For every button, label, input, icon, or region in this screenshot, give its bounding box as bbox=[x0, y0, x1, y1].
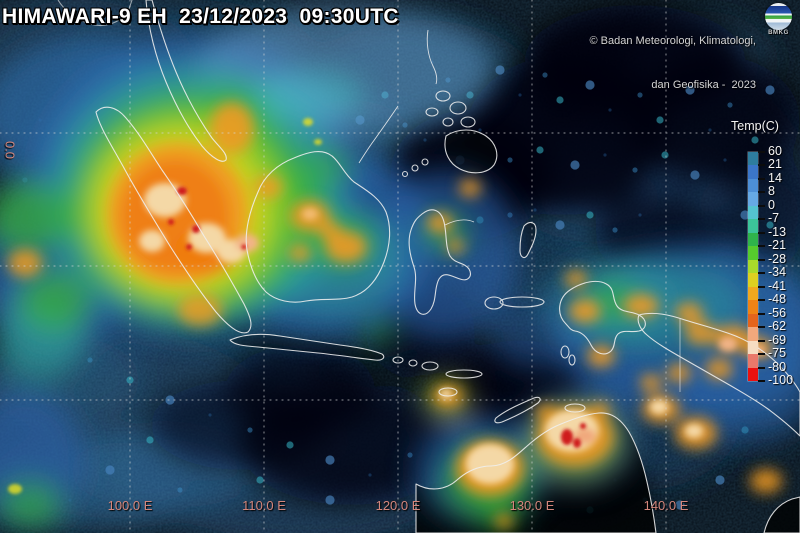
legend-tick bbox=[758, 272, 765, 275]
legend-color-segment bbox=[748, 300, 758, 314]
longitude-label: 130.0 E bbox=[509, 498, 555, 513]
legend-color-segment bbox=[748, 232, 758, 247]
legend-tick bbox=[758, 366, 765, 369]
legend-tick-label: -48 bbox=[768, 292, 787, 307]
legend-tick-label: -7 bbox=[768, 211, 780, 226]
legend-tick-label: -34 bbox=[768, 265, 787, 280]
legend-tick-label: -62 bbox=[768, 319, 787, 334]
legend-color-segment bbox=[748, 219, 758, 233]
legend-tick-label: -28 bbox=[768, 251, 787, 266]
legend-color-segment bbox=[748, 152, 758, 166]
longitude-label: 110.0 E bbox=[242, 498, 286, 513]
legend-tick bbox=[758, 312, 765, 315]
legend-tick-label: -41 bbox=[768, 278, 787, 293]
legend-color-segment bbox=[748, 354, 758, 368]
longitude-label: 120.0 E bbox=[375, 498, 421, 513]
legend-color-segment bbox=[748, 313, 758, 328]
legend-tick-label: -13 bbox=[768, 224, 787, 239]
legend-color-segment bbox=[748, 367, 758, 381]
legend-color-segment bbox=[748, 205, 758, 220]
legend-tick-label: 21 bbox=[768, 157, 782, 172]
legend-tick-label: -75 bbox=[768, 346, 787, 361]
bmkg-logo-label: BMKG bbox=[768, 30, 789, 36]
legend-tick bbox=[758, 353, 765, 356]
image-title: HIMAWARI-9 EH 23/12/2023 09:30UTC bbox=[2, 5, 399, 28]
legend-tick bbox=[758, 339, 765, 342]
legend-tick-label: -56 bbox=[768, 305, 787, 320]
legend-tick-label: -21 bbox=[768, 238, 787, 253]
longitude-label: 100.0 E bbox=[107, 498, 153, 513]
legend-tick bbox=[758, 151, 765, 153]
legend-tick bbox=[758, 204, 765, 207]
cloud-speckle-layer bbox=[22, 60, 775, 514]
legend-color-segment bbox=[748, 165, 758, 179]
legend-tick bbox=[758, 380, 765, 382]
legend-color-segment bbox=[748, 192, 758, 206]
latitude-label: 0.0 bbox=[2, 140, 18, 160]
legend-color-segment bbox=[748, 273, 758, 287]
attribution-line1: © Badan Meteorologi, Klimatologi, bbox=[589, 35, 756, 47]
legend-colorbar bbox=[748, 152, 758, 381]
legend-color-segment bbox=[748, 259, 758, 274]
legend-tick-label: -69 bbox=[768, 332, 787, 347]
legend-title: Temp(C) bbox=[731, 119, 779, 133]
legend-tick bbox=[758, 285, 765, 288]
legend-tick bbox=[758, 326, 765, 329]
legend-tick bbox=[758, 164, 765, 167]
legend-color-segment bbox=[748, 340, 758, 355]
legend-color-segment bbox=[748, 286, 758, 301]
legend-color-segment bbox=[748, 178, 758, 193]
legend-tick bbox=[758, 231, 765, 234]
legend-tick bbox=[758, 245, 765, 248]
coastline-layer bbox=[57, 0, 800, 533]
legend-tick bbox=[758, 177, 765, 180]
legend-tick-label: 0 bbox=[768, 197, 775, 212]
bmkg-logo-icon bbox=[765, 3, 792, 30]
legend-tick-label: 60 bbox=[768, 144, 782, 158]
legend-tick-label: 14 bbox=[768, 170, 782, 185]
legend-tick bbox=[758, 258, 765, 261]
attribution: © Badan Meteorologi, Klimatologi, dan Ge… bbox=[590, 5, 756, 121]
legend-tick-label: -100 bbox=[768, 373, 794, 387]
longitude-label: 140.0 E bbox=[643, 498, 689, 513]
legend-tick-label: -80 bbox=[768, 359, 787, 374]
attribution-line2: dan Geofisika - 2023 bbox=[651, 78, 756, 91]
legend-tick bbox=[758, 299, 765, 302]
legend-tick bbox=[758, 191, 765, 194]
legend-color-segment bbox=[748, 246, 758, 260]
cloud-layer-red-specks bbox=[8, 118, 586, 494]
legend-tick-label: 8 bbox=[768, 184, 775, 199]
legend-tick bbox=[758, 218, 765, 221]
legend-color-segment bbox=[748, 327, 758, 341]
